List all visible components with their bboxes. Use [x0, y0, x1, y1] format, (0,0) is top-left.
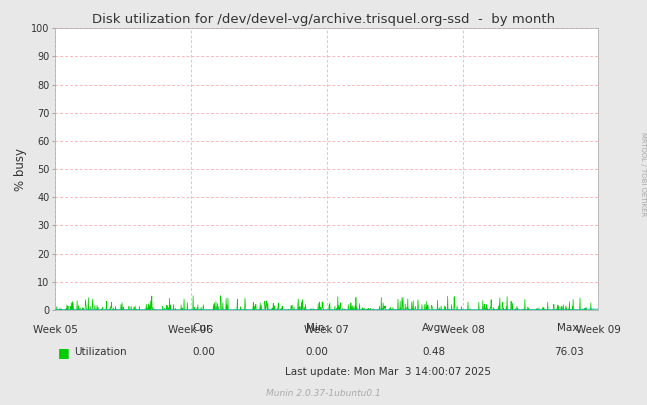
Text: 76.03: 76.03: [554, 347, 584, 357]
Text: 0.00: 0.00: [192, 347, 215, 357]
Text: Week 09: Week 09: [576, 325, 621, 335]
Text: 0.48: 0.48: [422, 347, 445, 357]
Text: Week 06: Week 06: [168, 325, 214, 335]
Text: 0.00: 0.00: [305, 347, 329, 357]
Text: MRTOOL / TOBI OETIKER: MRTOOL / TOBI OETIKER: [640, 132, 646, 216]
Text: Munin 2.0.37-1ubuntu0.1: Munin 2.0.37-1ubuntu0.1: [266, 389, 381, 398]
Text: Week 08: Week 08: [440, 325, 485, 335]
Text: Cur:: Cur:: [193, 323, 215, 333]
Text: Disk utilization for /dev/devel-vg/archive.trisquel.org-ssd  -  by month: Disk utilization for /dev/devel-vg/archi…: [92, 13, 555, 26]
Text: Last update: Mon Mar  3 14:00:07 2025: Last update: Mon Mar 3 14:00:07 2025: [285, 367, 491, 377]
Text: Avg:: Avg:: [422, 323, 445, 333]
Text: Min:: Min:: [306, 323, 328, 333]
Text: Week 07: Week 07: [304, 325, 349, 335]
Text: ■: ■: [58, 346, 70, 359]
Y-axis label: % busy: % busy: [14, 147, 27, 191]
Text: Max:: Max:: [557, 323, 582, 333]
Text: Week 05: Week 05: [32, 325, 78, 335]
Text: Utilization: Utilization: [74, 347, 127, 357]
